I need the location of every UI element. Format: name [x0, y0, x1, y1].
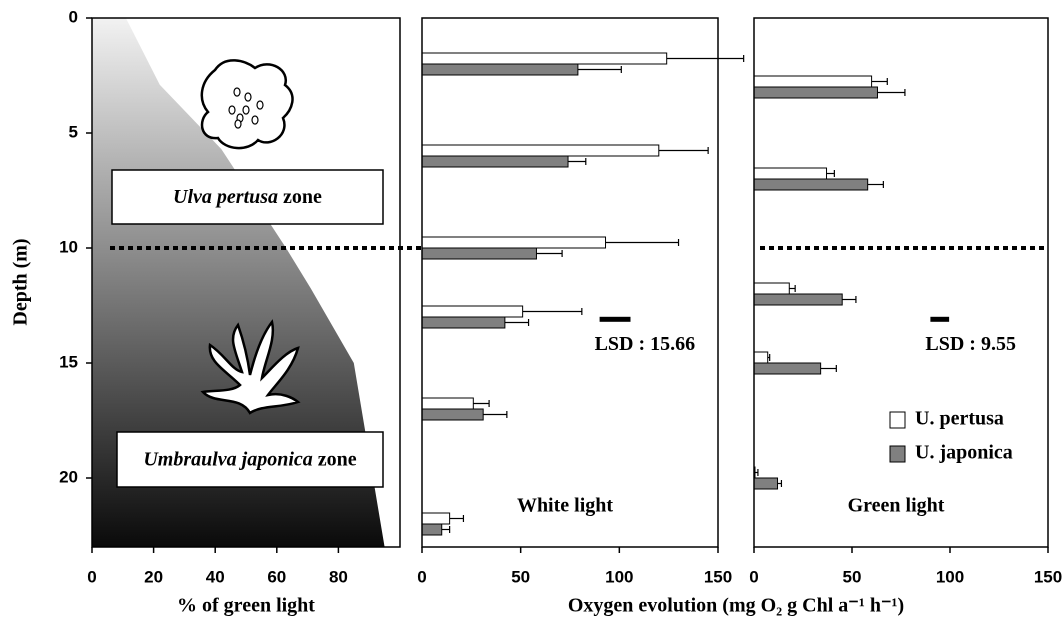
lsd-bar: [600, 317, 631, 322]
x-tick-label: 150: [1034, 567, 1062, 586]
zone-suffix: zone: [318, 448, 357, 470]
bar: [422, 524, 442, 535]
bar: [422, 317, 505, 328]
legend-label: U. japonica: [915, 442, 1013, 464]
bar: [422, 398, 473, 409]
x-tick-label: 0: [417, 567, 426, 586]
y-tick-label: 15: [59, 352, 78, 371]
x-tick-label: 20: [144, 567, 163, 586]
bar: [422, 145, 659, 156]
x-axis-label: % of green light: [177, 595, 315, 617]
legend-label: U. pertusa: [915, 408, 1004, 430]
bar: [754, 87, 877, 98]
bar: [754, 363, 821, 374]
legend-swatch: [890, 446, 905, 462]
bar: [754, 168, 827, 179]
zone-label: Ulva pertusa zone: [173, 186, 322, 208]
bar: [754, 478, 778, 489]
bar: [422, 306, 523, 317]
x-tick-label: 40: [206, 567, 225, 586]
bar: [422, 156, 568, 167]
zone-label: Umbraulva japonica zone: [143, 448, 356, 470]
bar: [422, 248, 536, 259]
lsd-label: LSD : 9.55: [925, 333, 1016, 355]
legend-swatch: [890, 412, 905, 428]
x-tick-label: 150: [704, 567, 732, 586]
lsd-bar: [930, 317, 949, 322]
bar: [754, 76, 872, 87]
icon: [252, 116, 258, 124]
bar: [754, 352, 768, 363]
x-tick-label: 50: [511, 567, 530, 586]
y-axis-label: Depth (m): [10, 238, 32, 325]
icon: [235, 120, 241, 128]
x-tick-label: 50: [843, 567, 862, 586]
bar: [754, 179, 868, 190]
bar: [422, 53, 667, 64]
panel-label: Green light: [848, 495, 945, 517]
icon: [243, 106, 249, 114]
zone-suffix: zone: [283, 186, 322, 208]
y-tick-label: 5: [69, 122, 78, 141]
y-tick-label: 0: [69, 7, 78, 26]
x-axis-label: Oxygen evolution (mg O₂ g Chl a⁻¹ h⁻¹): [568, 595, 904, 617]
panel-label: White light: [517, 495, 613, 517]
x-tick-label: 80: [329, 567, 348, 586]
x-tick-label: 100: [605, 567, 633, 586]
bar: [422, 237, 606, 248]
x-tick-label: 100: [936, 567, 964, 586]
x-tick-label: 60: [267, 567, 286, 586]
bar: [754, 283, 789, 294]
zone-species: Umbraulva japonica: [143, 448, 312, 470]
zone-species: Ulva pertusa: [173, 186, 278, 208]
x-tick-label: 0: [87, 567, 96, 586]
chart: Depth (m) % of green light Oxygen evolut…: [0, 0, 1064, 624]
plot-frame: [422, 18, 718, 547]
x-tick-label: 0: [749, 567, 758, 586]
lsd-label: LSD : 15.66: [595, 333, 696, 355]
icon: [229, 106, 235, 114]
icon: [234, 88, 240, 96]
bar: [422, 409, 483, 420]
y-tick-label: 20: [59, 467, 78, 486]
bar: [422, 64, 578, 75]
bar: [754, 294, 842, 305]
y-tick-label: 10: [59, 237, 78, 256]
icon: [257, 101, 263, 109]
bar: [422, 513, 450, 524]
icon: [202, 60, 293, 148]
icon: [245, 93, 251, 101]
